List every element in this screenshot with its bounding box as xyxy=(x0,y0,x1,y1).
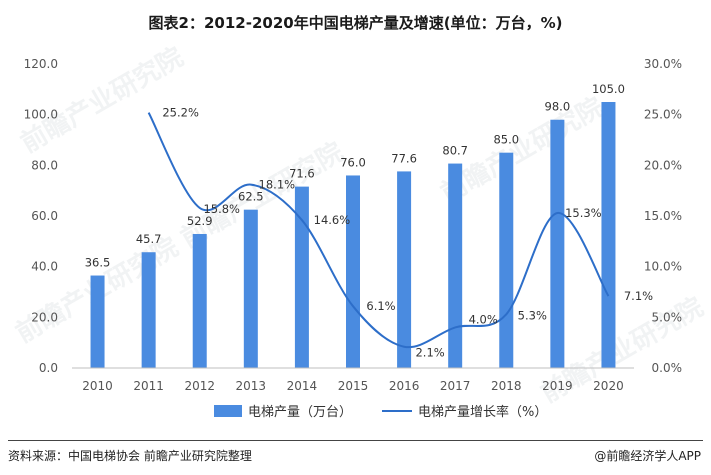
right-axis-tick: 25.0% xyxy=(644,108,682,122)
legend-bar-swatch xyxy=(214,405,242,417)
legend: 电梯产量（万台） 电梯产量增长率（%） xyxy=(214,404,547,420)
bar-2016 xyxy=(397,171,412,368)
growth-line xyxy=(147,112,610,349)
bar-value-label: 98.0 xyxy=(545,100,571,114)
line-value-label: 7.1% xyxy=(624,289,653,303)
bar-2017 xyxy=(448,163,463,368)
right-axis-tick: 10.0% xyxy=(644,260,682,274)
left-axis-tick: 60.0 xyxy=(31,209,58,223)
bar-2014 xyxy=(294,186,309,368)
bar-value-label: 52.9 xyxy=(187,214,213,228)
line-value-label: 4.0% xyxy=(469,312,498,326)
left-axis-tick: 120.0 xyxy=(24,57,58,71)
line-value-label: 18.1% xyxy=(259,178,296,192)
right-axis-tick: 15.0% xyxy=(644,209,682,223)
bar-value-label: 45.7 xyxy=(136,232,162,246)
bar-value-label: 76.0 xyxy=(340,155,366,169)
bar-series xyxy=(90,102,616,368)
x-axis-tick: 2010 xyxy=(82,379,113,393)
left-axis-tick: 80.0 xyxy=(31,158,58,172)
line-value-label: 15.8% xyxy=(203,202,240,216)
bar-2013 xyxy=(243,209,258,368)
bar-value-label: 71.6 xyxy=(289,167,315,181)
right-axis-ticks: 0.0% 5.0% 10.0% 15.0% 20.0% 25.0% 30.0% xyxy=(644,57,682,375)
source-note: 资料来源：中国电梯协会 前瞻产业研究院整理 xyxy=(8,449,252,463)
legend-line-label: 电梯产量增长率（%） xyxy=(418,404,547,420)
bar-2015 xyxy=(346,175,360,368)
line-data-labels: 25.2% 15.8% 18.1% 14.6% 6.1% 2.1% 4.0% 5.3% 15.3… xyxy=(162,106,653,360)
x-axis-tick: 2011 xyxy=(133,379,164,393)
bar-value-label: 80.7 xyxy=(442,144,468,158)
bar-2012 xyxy=(192,233,207,368)
x-axis-tick: 2019 xyxy=(542,379,573,393)
chart-title: 图表2：2012-2020年中国电梯产量及增速(单位：万台，%) xyxy=(148,14,563,32)
brand-credit: @前瞻经济学人APP xyxy=(594,449,701,463)
bar-2020 xyxy=(601,102,616,368)
right-axis-tick: 0.0% xyxy=(652,361,683,375)
line-value-label: 25.2% xyxy=(162,106,199,120)
line-value-label: 14.6% xyxy=(314,213,351,227)
x-axis-tick: 2016 xyxy=(389,379,420,393)
line-value-label: 15.3% xyxy=(565,206,602,220)
bar-value-label: 85.0 xyxy=(493,133,519,147)
left-axis-tick: 40.0 xyxy=(31,260,58,274)
footer-divider xyxy=(8,440,703,441)
x-axis-tick: 2018 xyxy=(491,379,522,393)
line-value-label: 2.1% xyxy=(415,346,444,360)
bar-2018 xyxy=(499,152,514,368)
bar-value-label: 77.6 xyxy=(391,151,417,165)
left-axis-tick: 0.0 xyxy=(39,361,58,375)
combo-chart: 0.0 20.0 40.0 60.0 80.0 100.0 120.0 0.0% 5.0% 10… xyxy=(24,57,682,420)
bar-data-labels: 36.5 45.7 52.9 62.5 71.6 76.0 77.6 80.7 85.0 98.0… xyxy=(85,82,625,270)
right-axis-tick: 30.0% xyxy=(644,57,682,71)
legend-bar-label: 电梯产量（万台） xyxy=(248,405,352,420)
left-axis-tick: 20.0 xyxy=(31,310,58,324)
right-axis-tick: 20.0% xyxy=(644,158,682,172)
bar-value-label: 105.0 xyxy=(592,82,625,96)
right-axis-tick: 5.0% xyxy=(652,310,683,324)
bar-2011 xyxy=(141,252,156,368)
x-axis-tick: 2014 xyxy=(287,379,318,393)
left-axis-ticks: 0.0 20.0 40.0 60.0 80.0 100.0 120.0 xyxy=(24,57,58,375)
bar-value-label: 36.5 xyxy=(85,256,111,270)
x-axis-tick: 2013 xyxy=(236,379,267,393)
bar-2010 xyxy=(90,275,105,368)
bar-2019 xyxy=(550,119,565,368)
x-axis-tick: 2012 xyxy=(184,379,215,393)
bar-value-label: 62.5 xyxy=(238,190,264,204)
left-axis-tick: 100.0 xyxy=(24,108,58,122)
x-axis-tick: 2015 xyxy=(338,379,369,393)
line-value-label: 5.3% xyxy=(518,308,547,322)
x-axis-tick: 2020 xyxy=(593,379,624,393)
x-axis-ticks: 2010 2011 2012 2013 2014 2015 2016 2017 2018 2019… xyxy=(82,379,623,393)
line-value-label: 6.1% xyxy=(366,299,395,313)
x-axis-tick: 2017 xyxy=(440,379,471,393)
